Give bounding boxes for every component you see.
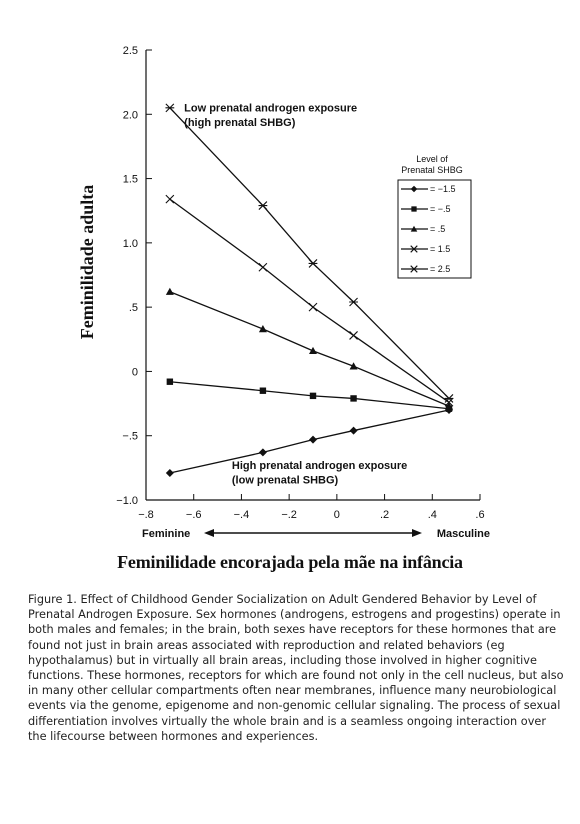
data-point	[349, 426, 358, 435]
y-tick-label: 1.0	[123, 238, 138, 250]
data-point	[259, 387, 267, 394]
y-axis-label: Feminilidade adulta	[77, 185, 97, 340]
legend-marker	[410, 245, 418, 253]
data-point	[444, 402, 453, 410]
data-point	[258, 262, 268, 272]
x-tick-label: 0	[334, 509, 340, 521]
data-point	[165, 469, 174, 477]
x-tick-label: −.8	[138, 509, 154, 521]
data-point	[349, 297, 358, 307]
legend-marker	[410, 185, 418, 193]
x-tick-label: .4	[428, 509, 437, 521]
y-tick-label: −1.0	[116, 495, 138, 507]
data-point	[165, 287, 174, 295]
y-tick-label: −.5	[122, 431, 138, 443]
chart: −1.0 −.5 0 .5 1.0 1.5 2.0 2.5 −.8 −.6 −.4 −.2 0 .2 .4.…	[77, 45, 490, 540]
feminine-label: Feminine	[142, 528, 190, 540]
data-point	[309, 346, 317, 355]
legend-marker	[410, 265, 418, 273]
legend-entry: = .5	[430, 224, 445, 234]
y-tick-label: 2.0	[123, 109, 138, 121]
y-tick-label: 1.5	[123, 174, 138, 186]
x-tick-label: .2	[380, 509, 389, 521]
chart-annotation: (low prenatal SHBG)	[232, 474, 339, 486]
legend-marker	[410, 225, 418, 232]
y-tick-label: 2.5	[123, 45, 138, 57]
data-point	[444, 394, 454, 403]
x-tick-label: .6	[475, 509, 484, 521]
data-point	[309, 392, 317, 400]
data-point	[165, 194, 175, 204]
y-tick-label: 0	[132, 366, 138, 378]
arrow-right-head	[412, 529, 422, 537]
data-point	[308, 259, 318, 268]
data-point	[444, 397, 454, 407]
chart-annotation: High prenatal androgen exposure	[232, 460, 407, 472]
legend-entry: = −1.5	[430, 184, 456, 194]
data-point	[350, 395, 357, 402]
data-point	[165, 103, 175, 113]
legend-marker	[411, 206, 417, 212]
data-point	[258, 448, 267, 457]
y-tick-label: .5	[129, 302, 138, 314]
x-tick-label: −.4	[234, 509, 250, 521]
series-line-3	[169, 291, 450, 407]
data-point	[349, 362, 358, 370]
x-tick-label: −.2	[281, 509, 297, 521]
legend-entry: = 1.5	[430, 244, 450, 254]
data-point	[349, 331, 358, 340]
arrow-left-head	[204, 529, 214, 537]
legend-entry: = −.5	[430, 204, 451, 214]
data-point	[258, 201, 268, 210]
data-point	[309, 435, 317, 444]
chart-annotation: (high prenatal SHBG)	[184, 117, 296, 129]
data-point	[308, 302, 318, 312]
legend-entry: = 2.5	[430, 264, 450, 274]
data-point	[166, 378, 174, 385]
chart-annotation: Low prenatal androgen exposure	[184, 103, 357, 115]
plot-area: −1.0 −.5 0 .5 1.0 1.5 2.0 2.5 −.8 −.6 −.4 −.2 0 .2 .4.…	[116, 45, 490, 540]
legend-title: Prenatal SHBG	[401, 165, 463, 175]
legend-title: Level of	[416, 154, 448, 164]
x-axis-label: Feminilidade encorajada pela mãe na infâ…	[117, 552, 463, 572]
data-point	[258, 325, 267, 333]
series-line-2	[169, 381, 450, 410]
figure-caption: Figure 1. Effect of Childhood Gender Soc…	[28, 593, 564, 743]
x-tick-label: −.6	[186, 509, 202, 521]
masculine-label: Masculine	[437, 528, 490, 540]
